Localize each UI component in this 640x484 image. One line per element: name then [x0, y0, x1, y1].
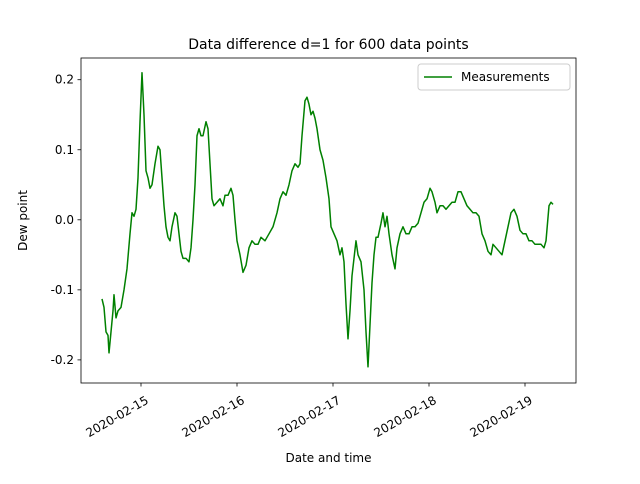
y-axis-label: Dew point — [16, 190, 30, 251]
y-tick-label: -0.1 — [51, 283, 74, 297]
x-tick-label: 2020-02-16 — [179, 393, 246, 440]
x-tick-label: 2020-02-15 — [83, 393, 150, 440]
x-tick-label: 2020-02-18 — [371, 393, 438, 440]
data-line — [101, 71, 554, 368]
legend: Measurements — [417, 63, 571, 91]
chart-title: Data difference d=1 for 600 data points — [188, 37, 468, 53]
legend-label: Measurements — [461, 70, 550, 84]
y-tick-label: -0.2 — [51, 353, 74, 367]
x-tick-label: 2020-02-17 — [275, 393, 342, 440]
y-tick-label: 0.1 — [55, 143, 74, 157]
y-tick-label: 0.0 — [55, 213, 74, 227]
x-tick-label: 2020-02-19 — [467, 393, 534, 440]
x-axis-label: Date and time — [286, 451, 372, 465]
legend-box — [417, 63, 571, 91]
y-tick-label: 0.2 — [55, 73, 74, 87]
plot-frame — [80, 57, 577, 384]
